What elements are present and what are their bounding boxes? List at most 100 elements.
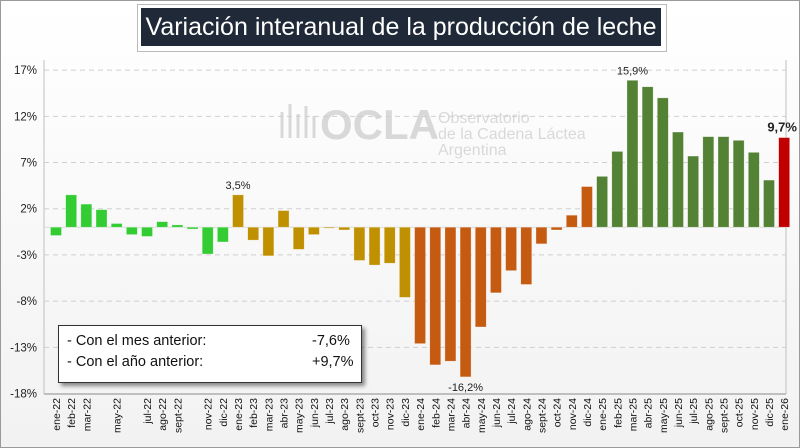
x-tick-label-mar-24: mar-24 — [445, 398, 457, 431]
bar-jun-25 — [672, 131, 684, 228]
bar-jun-22 — [126, 226, 138, 235]
bar-sept-23 — [353, 226, 366, 261]
bar-feb-22 — [65, 194, 77, 228]
y-tick-label: -3% — [17, 250, 37, 262]
bar-feb-24 — [429, 226, 442, 366]
x-tick-label-ago-25: ago-25 — [703, 398, 715, 431]
legend-label: - Con el año anterior: — [67, 354, 204, 370]
x-tick-label-may-24: may-24 — [476, 398, 488, 433]
x-tick-label-jun-23: jun-23 — [309, 398, 321, 428]
x-tick-label-ago-23: ago-23 — [339, 398, 351, 431]
bar-jul-23 — [323, 226, 335, 229]
bar-ene-25 — [596, 176, 608, 228]
x-tick-label-jul-22: jul-22 — [142, 398, 154, 425]
bar-ene-23 — [232, 194, 244, 228]
bar-abr-25 — [641, 86, 654, 228]
x-tick-label-ago-24: ago-24 — [521, 398, 533, 431]
x-tick-label-mar-23: mar-23 — [263, 398, 275, 431]
x-tick-label-feb-23: feb-23 — [248, 398, 260, 428]
x-tick-label-jul-23: jul-23 — [324, 398, 336, 425]
bar-jun-24 — [490, 226, 502, 294]
x-tick-label-mar-22: mar-22 — [81, 398, 93, 431]
x-tick-label-ene-25: ene-25 — [597, 398, 609, 431]
bar-dic-25 — [763, 179, 775, 228]
x-tick-label-feb-22: feb-22 — [66, 398, 78, 428]
bar-ago-25 — [702, 136, 715, 228]
x-tick-label-ene-26: ene-26 — [779, 398, 791, 431]
y-tick-label: -13% — [10, 342, 37, 354]
legend-row-year: - Con el año anterior: +9,7% — [67, 354, 357, 374]
x-tick-label-oct-23: oct-23 — [370, 398, 382, 427]
bar-feb-25 — [611, 151, 624, 228]
x-tick-label-nov-25: nov-25 — [749, 398, 761, 430]
bar-ago-22 — [156, 221, 168, 228]
bar-mar-25 — [626, 79, 639, 228]
bar-nov-23 — [383, 226, 396, 264]
x-tick-label-oct-24: oct-24 — [552, 398, 564, 427]
watermark-brand: OCLA — [320, 101, 439, 148]
x-tick-label-nov-22: nov-22 — [203, 398, 215, 430]
bar-sept-25 — [717, 136, 730, 228]
bar-jul-25 — [687, 155, 699, 228]
bar-mar-24 — [444, 226, 457, 362]
bar-mar-23 — [262, 226, 275, 257]
bar-oct-24 — [550, 226, 563, 231]
x-tick-label-sept-24: sept-24 — [536, 398, 548, 433]
bar-may-22 — [110, 223, 123, 228]
bar-ene-24 — [414, 226, 426, 344]
bar-dic-23 — [399, 226, 411, 298]
x-tick-label-oct-25: oct-25 — [734, 398, 746, 427]
data-label-ene-23: 3,5% — [226, 180, 251, 192]
bar-ene-22 — [50, 226, 62, 236]
x-tick-label-sept-22: sept-22 — [172, 398, 184, 433]
x-tick-label-dic-22: dic-22 — [218, 398, 230, 427]
bar-mar-22 — [80, 203, 93, 228]
logo-icon — [280, 104, 316, 138]
x-tick-label-dic-23: dic-23 — [400, 398, 412, 427]
bar-oct-25 — [732, 140, 745, 228]
y-tick-label: -8% — [17, 296, 37, 308]
x-tick-label-may-22: may-22 — [112, 398, 124, 433]
x-tick-label-sept-25: sept-25 — [718, 398, 730, 433]
y-tick-label: 12% — [14, 111, 37, 123]
data-label-abr-24: -16,2% — [448, 382, 483, 394]
bar-may-23 — [292, 226, 305, 250]
bar-sept-24 — [535, 226, 548, 245]
x-tick-label-ene-23: ene-23 — [233, 398, 245, 431]
x-tick-label-jul-24: jul-24 — [506, 398, 518, 425]
legend-value: -7,6% — [312, 333, 350, 349]
x-tick-label-mar-25: mar-25 — [627, 398, 639, 431]
chart-title: Variación interanual de la producción de… — [141, 8, 661, 46]
y-tick-label: 17% — [14, 65, 37, 77]
legend-row-month: - Con el mes anterior: -7,6% — [67, 333, 357, 353]
bar-abr-24 — [459, 226, 472, 378]
y-tick-label: 7% — [20, 158, 37, 170]
bar-nov-24 — [565, 214, 578, 228]
bar-nov-22 — [201, 226, 214, 255]
data-label-mar-25: 15,9% — [617, 65, 648, 77]
x-tick-label-dic-24: dic-24 — [582, 398, 594, 427]
bar-ago-24 — [520, 226, 533, 285]
x-tick-label-nov-24: nov-24 — [567, 398, 579, 430]
legend-value: +9,7% — [312, 354, 354, 370]
bar-nov-25 — [748, 152, 760, 228]
bar-feb-23 — [247, 226, 260, 241]
bar-abr-23 — [277, 210, 290, 228]
x-tick-label-ene-24: ene-24 — [415, 398, 427, 431]
bar-jul-24 — [505, 226, 517, 271]
x-tick-label-nov-23: nov-23 — [385, 398, 397, 430]
bar-may-24 — [474, 226, 487, 328]
x-tick-label-feb-25: feb-25 — [612, 398, 624, 428]
bar-jul-22 — [141, 226, 153, 237]
y-tick-label: -18% — [10, 389, 37, 401]
x-tick-label-ene-22: ene-22 — [51, 398, 63, 431]
bar-oct-22 — [186, 226, 199, 230]
bar-ene-26 — [778, 137, 790, 228]
watermark-line1: Observatorio — [438, 110, 530, 127]
x-tick-label-ago-22: ago-22 — [157, 398, 169, 431]
x-tick-label-abr-24: abr-24 — [461, 398, 473, 429]
x-tick-label-jun-24: jun-24 — [491, 398, 503, 428]
bar-may-25 — [656, 97, 669, 228]
bar-dic-24 — [581, 186, 593, 228]
